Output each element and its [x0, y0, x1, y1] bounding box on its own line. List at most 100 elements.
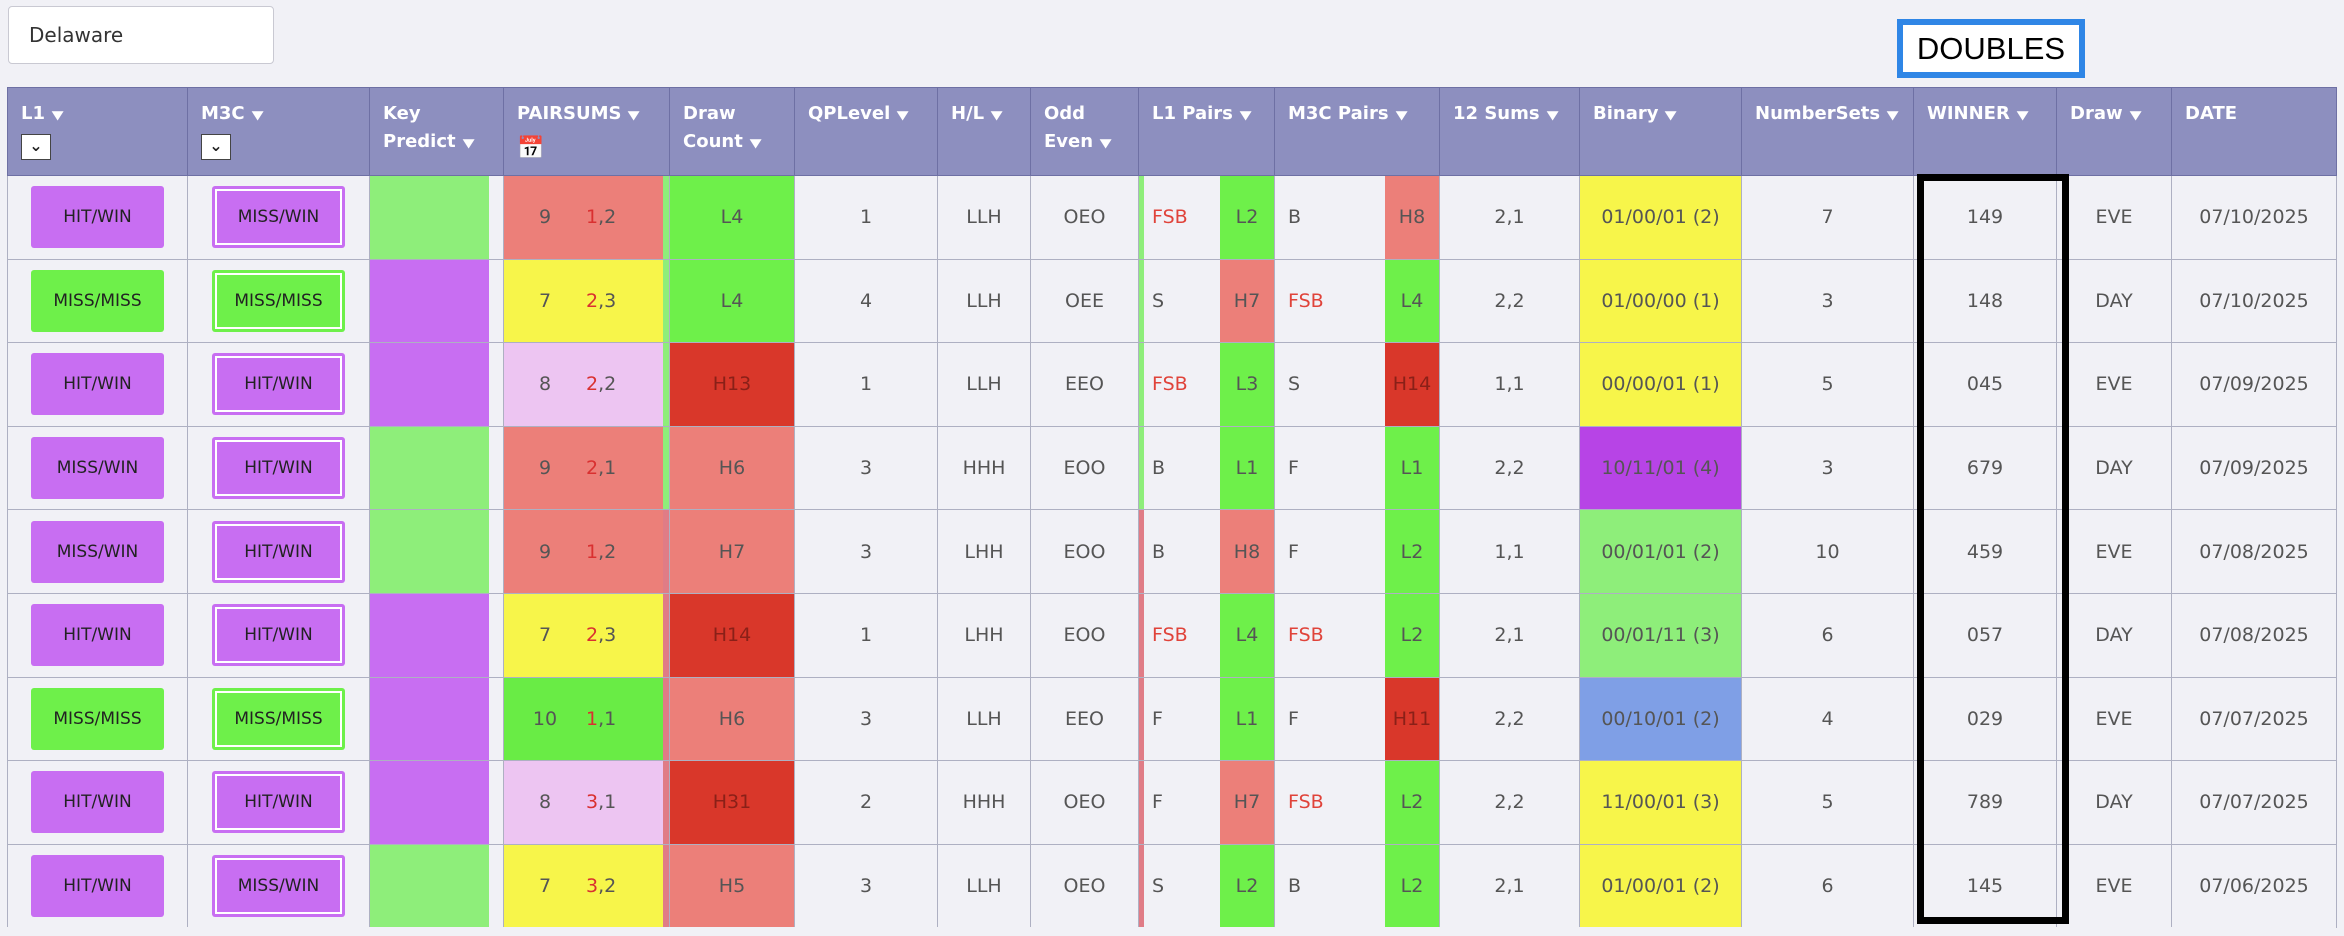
m3c-result-button[interactable]: MISS/WIN [212, 186, 345, 249]
state-select[interactable]: Delaware [8, 6, 274, 64]
l1-result-button[interactable]: MISS/WIN [31, 437, 164, 500]
pairsum-pair: 2,2 [586, 373, 616, 395]
table-row[interactable]: HIT/WIN MISS/WIN 7 3,2 H5 3 LLH OEO S L2… [7, 843, 2337, 929]
column-header-odd-even[interactable]: Odd Even ▼ [1030, 87, 1139, 176]
chevron-down-icon[interactable]: ▼ [2016, 108, 2029, 122]
table-row[interactable]: HIT/WIN HIT/WIN 8 2,2 H13 1 LLH EEO FSB … [7, 342, 2337, 427]
m3c-pairs-split: S H14 [1275, 343, 1439, 426]
l1-result-button[interactable]: HIT/WIN [31, 855, 164, 918]
pairsums-cell: 10 1,1 [503, 676, 670, 762]
m3c-result-button[interactable]: HIT/WIN [212, 604, 345, 667]
pairsums-cell: 8 3,1 [503, 760, 670, 845]
winner-cell: 149 [1913, 175, 2057, 260]
column-header-binary[interactable]: Binary ▼ [1579, 87, 1742, 176]
l1-result-button[interactable]: HIT/WIN [31, 353, 164, 416]
m3c-pair-level: L1 [1385, 426, 1439, 510]
l1-pair-code: S [1152, 875, 1165, 898]
draw-count-cell: H13 [669, 342, 795, 427]
table-row[interactable]: MISS/MISS MISS/MISS 7 2,3 L4 4 LLH OEE S… [7, 258, 2337, 344]
numbersets-cell: 7 [1741, 175, 1914, 260]
doubles-button[interactable]: DOUBLES [1897, 19, 2085, 78]
chevron-down-icon[interactable]: ▼ [628, 108, 641, 122]
pairsum-first: 1 [586, 540, 599, 563]
table-row[interactable]: HIT/WIN HIT/WIN 7 2,3 H14 1 LHH EOO FSB … [7, 592, 2337, 678]
column-label: H/L [951, 103, 985, 124]
table-row[interactable]: MISS/WIN HIT/WIN 9 2,1 H6 3 HHH EOO B L1… [7, 425, 2337, 511]
chevron-down-icon[interactable]: ▼ [462, 136, 475, 150]
key-predict-cell [369, 676, 504, 762]
l1-result-button[interactable]: HIT/WIN [31, 604, 164, 667]
table-row[interactable]: MISS/WIN HIT/WIN 9 1,2 H7 3 LHH EOO B H8… [7, 509, 2337, 594]
chevron-down-icon[interactable]: ▼ [1546, 108, 1559, 122]
key-predict-cell [369, 258, 504, 344]
binary-cell: 00/01/01 (2) [1579, 509, 1742, 594]
key-predict-fill [370, 259, 489, 343]
column-header-draw[interactable]: Draw ▼ [2056, 87, 2172, 176]
l1-cell: HIT/WIN [7, 175, 188, 260]
column-header-m3c[interactable]: M3C ▼ ⌄ [187, 87, 370, 176]
numbersets-cell: 6 [1741, 592, 1914, 678]
calendar-icon[interactable]: 📅 [517, 136, 545, 161]
pairsums-edge [663, 426, 669, 510]
chevron-down-icon[interactable]: ▼ [251, 108, 264, 122]
column-header-m3c-pairs[interactable]: M3C Pairs ▼ [1274, 87, 1440, 176]
column-header-12-sums[interactable]: 12 Sums ▼ [1439, 87, 1580, 176]
l1-cell: MISS/MISS [7, 676, 188, 762]
table-row[interactable]: HIT/WIN MISS/WIN 9 1,2 L4 1 LLH OEO FSB … [7, 175, 2337, 260]
m3c-result-button[interactable]: MISS/WIN [212, 855, 345, 918]
column-header-date[interactable]: DATE [2171, 87, 2337, 176]
draw-count-cell: H6 [669, 676, 795, 762]
draw-cell: DAY [2056, 592, 2172, 678]
column-header-pairsums[interactable]: PAIRSUMS ▼ 📅 [503, 87, 670, 176]
table-row[interactable]: MISS/MISS MISS/MISS 10 1,1 H6 3 LLH EEO … [7, 676, 2337, 762]
column-header-draw-count[interactable]: Draw Count ▼ [669, 87, 795, 176]
m3c-result-button[interactable]: HIT/WIN [212, 353, 345, 416]
chevron-down-icon[interactable]: ▼ [1886, 108, 1899, 122]
column-header-l1-pairs[interactable]: L1 Pairs ▼ [1138, 87, 1275, 176]
m3c-result-button[interactable]: HIT/WIN [212, 520, 345, 583]
m3c-pairs-cell: S H14 [1274, 342, 1440, 427]
chevron-down-icon[interactable]: ▼ [1665, 108, 1678, 122]
chevron-down-icon[interactable]: ▼ [1099, 136, 1112, 150]
l1-result-button[interactable]: MISS/WIN [31, 520, 164, 583]
l1-result-button[interactable]: HIT/WIN [31, 771, 164, 834]
column-header-hl[interactable]: H/L ▼ [937, 87, 1031, 176]
chevron-down-icon[interactable]: ⌄ [201, 134, 231, 160]
column-label: NumberSets [1755, 103, 1881, 124]
l1-result-button[interactable]: MISS/MISS [31, 687, 164, 750]
chevron-down-icon[interactable]: ▼ [1239, 108, 1252, 122]
chevron-down-icon[interactable]: ⌄ [21, 134, 51, 160]
column-header-numbersets[interactable]: NumberSets ▼ [1741, 87, 1914, 176]
l1-pairs-stripe [1139, 761, 1144, 844]
numbersets-cell: 3 [1741, 258, 1914, 344]
table-row[interactable]: HIT/WIN HIT/WIN 8 3,1 H31 2 HHH OEO F H7… [7, 760, 2337, 845]
l1-pairs-cell: B L1 [1138, 425, 1275, 511]
l1-result-button[interactable]: HIT/WIN [31, 186, 164, 249]
chevron-down-icon[interactable]: ▼ [2129, 108, 2142, 122]
m3c-pair-level: H14 [1385, 343, 1439, 426]
hl-cell: HHH [937, 425, 1031, 511]
l1-pairs-stripe [1139, 593, 1144, 677]
m3c-result-button[interactable]: MISS/MISS [212, 687, 345, 750]
column-header-qplevel[interactable]: QPLevel ▼ [794, 87, 938, 176]
m3c-result-button[interactable]: HIT/WIN [212, 437, 345, 500]
chevron-down-icon[interactable]: ▼ [51, 108, 64, 122]
chevron-down-icon[interactable]: ▼ [749, 136, 762, 150]
m3c-result-button[interactable]: MISS/MISS [212, 269, 345, 332]
chevron-down-icon[interactable]: ▼ [896, 108, 909, 122]
m3c-pairs-split: F L1 [1275, 426, 1439, 510]
m3c-pairs-split: FSB L4 [1275, 259, 1439, 343]
m3c-pair-code: F [1288, 457, 1299, 480]
column-header-l1[interactable]: L1 ▼ ⌄ [7, 87, 188, 176]
m3c-result-button[interactable]: HIT/WIN [212, 771, 345, 834]
column-header-key-predict[interactable]: Key Predict ▼ [369, 87, 504, 176]
draw-cell: EVE [2056, 676, 2172, 762]
l1-result-button[interactable]: MISS/MISS [31, 269, 164, 332]
date-cell: 07/06/2025 [2171, 843, 2337, 929]
hl-cell: LLH [937, 843, 1031, 929]
12-sums-cell: 2,1 [1439, 175, 1580, 260]
column-header-winner[interactable]: WINNER ▼ [1913, 87, 2057, 176]
chevron-down-icon[interactable]: ▼ [990, 108, 1003, 122]
l1-pairs-split: S L2 [1139, 844, 1274, 928]
chevron-down-icon[interactable]: ▼ [1395, 108, 1408, 122]
